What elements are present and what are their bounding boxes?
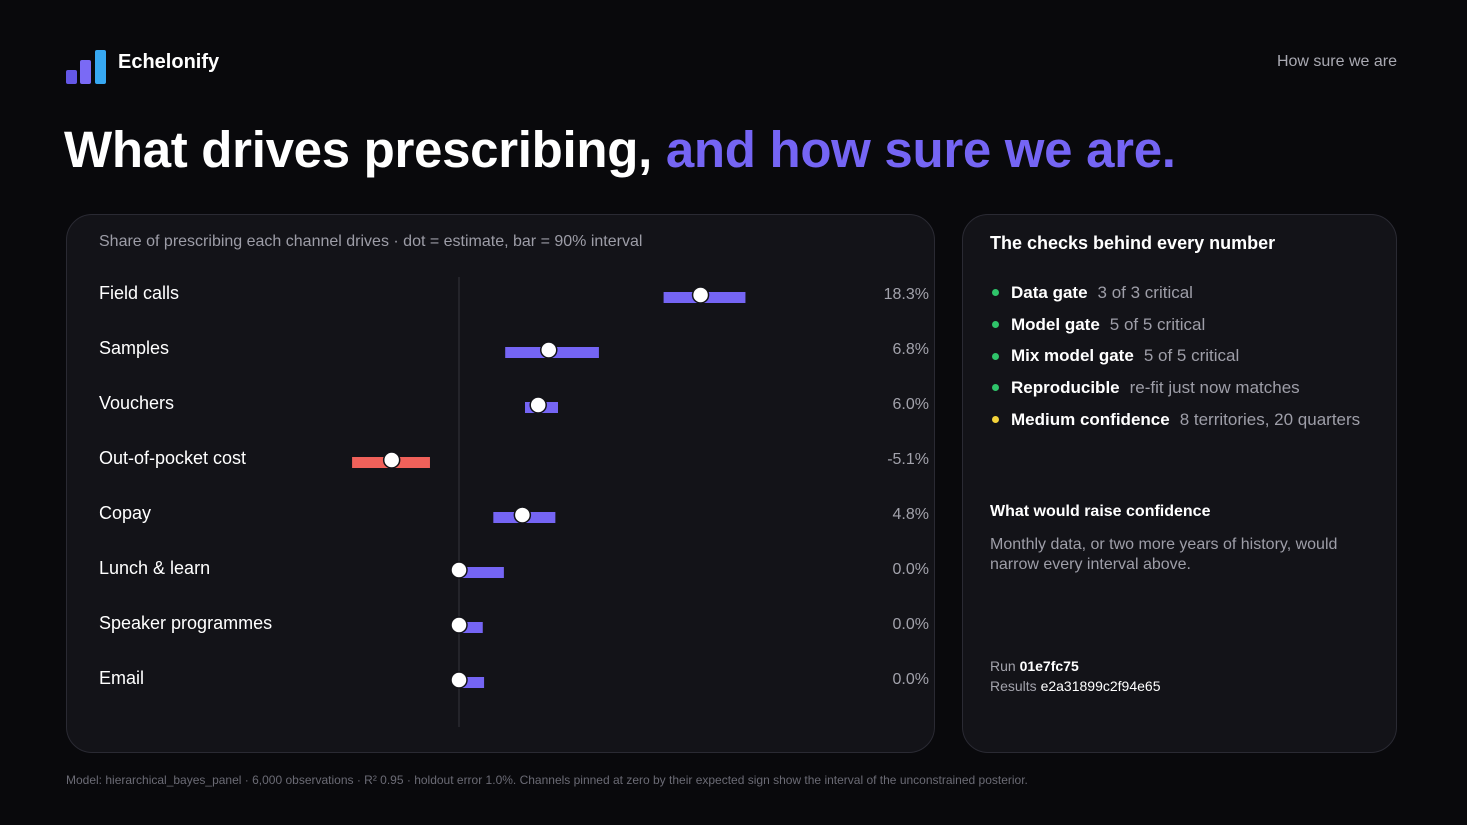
channel-label: Lunch & learn	[99, 558, 210, 578]
status-dot-icon	[992, 289, 999, 297]
check-detail: 5 of 5 critical	[1143, 346, 1240, 366]
check-detail: re-fit just now matches	[1129, 377, 1300, 397]
check-detail: 5 of 5 critical	[1109, 314, 1206, 334]
logo-bar-1	[66, 70, 77, 84]
logo-bar-3	[95, 50, 106, 84]
channel-label: Copay	[99, 503, 151, 523]
channel-label: Vouchers	[99, 393, 174, 413]
nav-link-how-sure[interactable]: How sure we are	[1276, 53, 1397, 70]
check-name: Mix model gate	[1011, 346, 1134, 366]
check-detail: 3 of 3 critical	[1097, 282, 1193, 302]
channel-label: Samples	[99, 338, 169, 358]
header: Echelonify How sure we are	[66, 50, 1397, 84]
status-dot-icon	[992, 384, 999, 392]
interval-bar	[459, 622, 483, 633]
value-label: 18.3%	[884, 286, 929, 303]
run-meta: Run 01e7fc75 Results e2a31899c2f94e65	[990, 656, 1160, 696]
estimate-dot	[513, 506, 532, 524]
estimate-dot	[529, 396, 547, 414]
check-item: Medium confidence 8 territories, 20 quart…	[990, 404, 1360, 436]
check-name: Model gate	[1011, 314, 1100, 334]
page-title-main: What drives prescribing,	[64, 121, 652, 178]
brand-name: Echelonify	[118, 51, 220, 73]
value-label: 0.0%	[893, 561, 929, 578]
page-title-accent: and how sure we are.	[665, 121, 1176, 178]
value-label: 6.8%	[893, 341, 929, 358]
results-label: Results	[990, 678, 1037, 694]
value-label: 0.0%	[893, 671, 929, 688]
value-label: 4.8%	[893, 506, 929, 523]
check-item: Mix model gate 5 of 5 critical	[990, 340, 1360, 372]
checks-card: The checks behind every number Data gate…	[962, 214, 1397, 753]
channel-label: Out-of-pocket cost	[99, 448, 246, 468]
raise-confidence-title: What would raise confidence	[990, 503, 1211, 520]
estimate-dot	[691, 286, 710, 304]
estimate-dot	[450, 671, 468, 689]
brand-logo-icon	[66, 50, 108, 84]
interval-bar	[459, 677, 485, 688]
check-detail: 8 territories, 20 quarters	[1179, 409, 1361, 429]
check-name: Reproducible	[1011, 377, 1120, 397]
channel-label: Email	[99, 668, 144, 688]
page-title: What drives prescribing, and how sure we…	[64, 120, 1176, 179]
value-label: 0.0%	[893, 616, 929, 633]
check-item: Reproducible re-fit just now matches	[990, 372, 1360, 404]
check-name: Data gate	[1011, 282, 1088, 302]
channel-label: Speaker programmes	[99, 613, 272, 633]
status-dot-icon	[992, 416, 999, 424]
channel-interval-chart: Field calls 18.3% Samples 6.8% Vouchers 6.0% O…	[99, 277, 929, 727]
estimate-dot	[450, 616, 468, 634]
value-label: -5.1%	[887, 451, 929, 468]
status-dot-icon	[992, 321, 999, 329]
model-footnote: Model: hierarchical_bayes_panel · 6,000 …	[66, 773, 1028, 787]
chart-subtitle: Share of prescribing each channel drives…	[99, 233, 643, 250]
checks-list: Data gate 3 of 3 critical Model gate 5 of 5…	[990, 277, 1360, 435]
raise-confidence-text: Monthly data, or two more years of histo…	[990, 536, 1338, 573]
check-name: Medium confidence	[1011, 409, 1170, 429]
results-hash: e2a31899c2f94e65	[1040, 678, 1161, 694]
logo-bar-2	[80, 60, 91, 84]
estimate-dot	[450, 561, 468, 579]
run-line: Run 01e7fc75	[990, 656, 1160, 676]
estimate-dot	[382, 451, 401, 469]
interval-bar	[459, 567, 504, 578]
value-label: 6.0%	[893, 396, 929, 413]
status-dot-icon	[992, 352, 999, 360]
results-line: Results e2a31899c2f94e65	[990, 676, 1160, 696]
channel-label: Field calls	[99, 283, 179, 303]
checks-title: The checks behind every number	[990, 233, 1276, 253]
run-id: 01e7fc75	[1019, 658, 1079, 674]
run-label: Run	[990, 658, 1016, 674]
check-item: Model gate 5 of 5 critical	[990, 309, 1360, 341]
chart-card: Share of prescribing each channel drives…	[66, 214, 935, 753]
estimate-dot	[540, 341, 558, 359]
check-item: Data gate 3 of 3 critical	[990, 277, 1360, 309]
